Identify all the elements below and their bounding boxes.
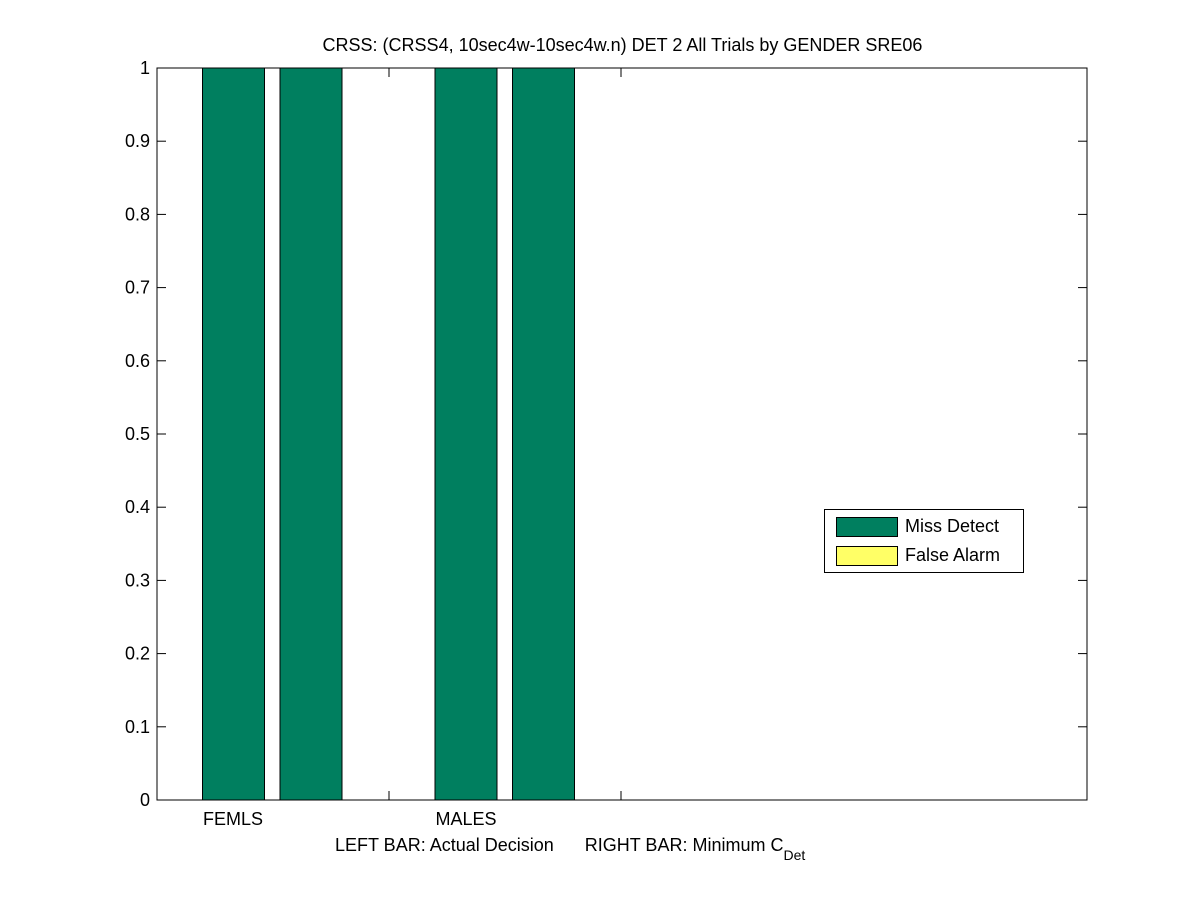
bar-miss-detect-femls-right <box>279 67 343 801</box>
chart-title: CRSS: (CRSS4, 10sec4w-10sec4w.n) DET 2 A… <box>322 35 923 55</box>
legend-swatch-miss-detect <box>836 517 898 537</box>
y-tick-label: 0.9 <box>125 131 150 151</box>
y-tick-label: 0.4 <box>125 497 150 517</box>
bar-miss-detect-femls-left <box>202 67 265 801</box>
y-tick-label: 0.1 <box>125 717 150 737</box>
x-axis-label-right: RIGHT BAR: Minimum C <box>584 835 784 855</box>
y-tick-label: 0 <box>140 790 150 810</box>
y-tick-label: 0.2 <box>125 644 150 664</box>
bar-miss-detect-males-right <box>512 67 575 801</box>
x-axis-label-subscript: Det <box>783 847 806 863</box>
x-axis-label-left: LEFT BAR: Actual Decision <box>335 835 554 855</box>
x-tick-label-males: MALES <box>435 809 496 829</box>
bar-miss-detect-males-left <box>434 67 498 801</box>
legend-label-false-alarm: False Alarm <box>905 545 1001 565</box>
legend: Miss Detect False Alarm <box>824 509 1024 573</box>
y-tick-label: 0.3 <box>125 570 150 590</box>
y-tick-label: 0.7 <box>125 278 150 298</box>
y-tick-label: 0.5 <box>125 424 150 444</box>
x-tick-label-femls: FEMLS <box>203 809 263 829</box>
legend-swatch-false-alarm <box>836 546 898 566</box>
legend-label-miss-detect: Miss Detect <box>905 516 1000 536</box>
y-tick-label: 0.6 <box>125 351 150 371</box>
y-tick-label: 1 <box>140 58 150 78</box>
x-axis-label: LEFT BAR: Actual Decision RIGHT BAR: Mini… <box>335 835 805 863</box>
y-tick-label: 0.8 <box>125 204 150 224</box>
